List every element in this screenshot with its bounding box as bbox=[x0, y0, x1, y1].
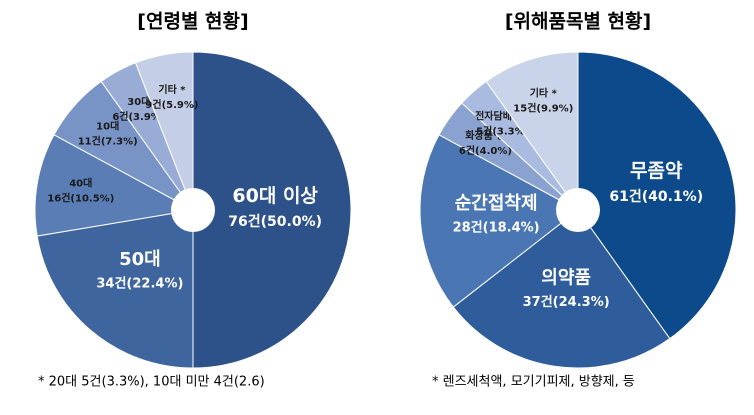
slice-value-label: 11건(7.3%) bbox=[78, 135, 138, 148]
slice-label: 의약품 bbox=[541, 267, 591, 289]
slice-value-label: 34건(22.4%) bbox=[96, 275, 183, 291]
slice-label: 순간접착제 bbox=[455, 193, 538, 214]
slice-value-label: 37건(24.3%) bbox=[523, 294, 610, 310]
slice-label: 10대 bbox=[96, 120, 119, 133]
slice-value-label: 6건(3.9%) bbox=[112, 110, 165, 123]
pie-slice bbox=[419, 134, 579, 308]
slice-label: 무좀약 bbox=[630, 160, 683, 182]
pie-slice bbox=[192, 51, 352, 369]
pie-slice bbox=[485, 51, 579, 212]
pie-slice bbox=[134, 51, 194, 211]
slice-value-label: 15건(9.9%) bbox=[513, 102, 573, 115]
chart-title: [위해품목별 현황] bbox=[505, 10, 651, 33]
pie-slice bbox=[34, 134, 195, 237]
chart-title: [연령별 현황] bbox=[137, 10, 248, 33]
slice-label: 기타 * bbox=[158, 83, 186, 96]
slice-value-label: 5건(3.3%) bbox=[476, 125, 529, 138]
footnote: * 20대 5건(3.3%), 10대 미만 4건(2.6) bbox=[38, 375, 265, 390]
slice-label: 기타 * bbox=[530, 87, 558, 100]
slice-label: 60대 이상 bbox=[232, 185, 318, 207]
slice-value-label: 6건(4.0%) bbox=[459, 144, 512, 157]
slice-value-label: 16건(10.5%) bbox=[47, 191, 114, 204]
donut-hole bbox=[556, 188, 600, 232]
pie-slice bbox=[452, 209, 671, 369]
slice-label: 50대 bbox=[119, 249, 161, 270]
pie-slice bbox=[36, 209, 194, 369]
donut-hole bbox=[171, 188, 215, 232]
slice-value-label: 9건(5.9%) bbox=[145, 98, 198, 111]
slice-label: 40대 bbox=[69, 176, 92, 189]
slice-value-label: 28건(18.4%) bbox=[453, 219, 540, 235]
slice-label: 30대 bbox=[127, 95, 150, 108]
slice-value-label: 76건(50.0%) bbox=[228, 213, 322, 230]
slice-value-label: 61건(40.1%) bbox=[609, 188, 703, 205]
footnote: * 렌즈세척액, 모기기피제, 방향제, 등 bbox=[432, 375, 635, 390]
pie-slice bbox=[577, 51, 737, 340]
